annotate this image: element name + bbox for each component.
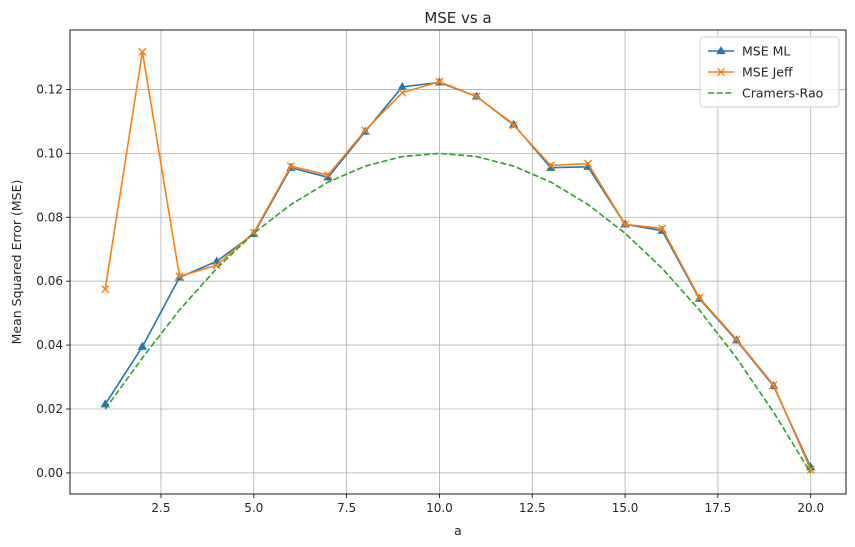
- data-point: [361, 126, 370, 135]
- y-tick-label: 0.02: [36, 402, 63, 416]
- data-point: [286, 162, 296, 171]
- x-tick-label: 17.5: [705, 501, 732, 515]
- legend-entry: Cramers-Rao: [708, 86, 823, 101]
- x-tick-label: 5.0: [244, 501, 263, 515]
- legend-box: [699, 36, 840, 108]
- y-tick-label: 0.10: [36, 146, 63, 160]
- y-tick-label: 0.12: [36, 82, 63, 96]
- x-axis-label: a: [454, 523, 462, 538]
- data-point: [509, 121, 518, 130]
- legend-entry: MSE ML: [708, 44, 790, 59]
- data-point: [806, 465, 815, 474]
- data-point: [175, 272, 184, 281]
- y-axis: 0.00 0.02 0.04 0.06 0.08 0.10 0.12: [36, 82, 70, 480]
- legend-label: MSE Jeff: [742, 65, 793, 80]
- legend-label: Cramers-Rao: [742, 86, 823, 101]
- y-tick-label: 0.04: [36, 338, 63, 352]
- data-point: [138, 47, 147, 56]
- series-layer: [100, 47, 816, 474]
- data-point: [546, 161, 555, 170]
- data-point: [137, 341, 148, 350]
- data-point: [435, 77, 444, 86]
- data-point: [323, 170, 333, 180]
- data-point: [732, 335, 741, 344]
- x-tick-label: 20.0: [797, 501, 824, 515]
- data-point: [472, 92, 481, 101]
- data-point: [769, 380, 778, 390]
- plot-frame: [69, 29, 847, 495]
- data-point: [101, 285, 110, 294]
- x-tick-label: 10.0: [426, 501, 453, 515]
- x-tick-label: 7.5: [337, 501, 356, 515]
- legend-entry: MSE Jeff: [708, 65, 793, 80]
- x-tick-label: 2.5: [151, 501, 170, 515]
- data-point: [620, 220, 630, 229]
- x-tick-label: 12.5: [519, 501, 546, 515]
- series-line: [104, 50, 812, 471]
- data-point: [658, 224, 667, 233]
- data-point: [583, 159, 593, 168]
- data-point: [397, 81, 407, 91]
- data-point: [695, 293, 704, 302]
- legend-marker: [716, 45, 726, 55]
- legend-label: MSE ML: [742, 44, 790, 59]
- x-tick-label: 15.0: [612, 501, 639, 515]
- legend-marker: [716, 67, 726, 77]
- x-axis: 2.5 5.0 7.5 10.0 12.5 15.0 17.5 20.0: [151, 494, 824, 515]
- data-point: [212, 261, 221, 270]
- data-point: [398, 88, 407, 97]
- series-2: [101, 47, 815, 474]
- y-tick-label: 0.00: [36, 466, 63, 480]
- y-axis-label: Mean Squared Error (MSE): [9, 180, 24, 345]
- series-line: [104, 152, 812, 474]
- y-tick-label: 0.08: [36, 210, 63, 224]
- chart-title: MSE vs a: [424, 9, 491, 27]
- series-3: [104, 152, 812, 474]
- legend: MSE ML MSE Jeff Cramers-Rao: [699, 36, 840, 108]
- y-tick-label: 0.06: [36, 274, 63, 288]
